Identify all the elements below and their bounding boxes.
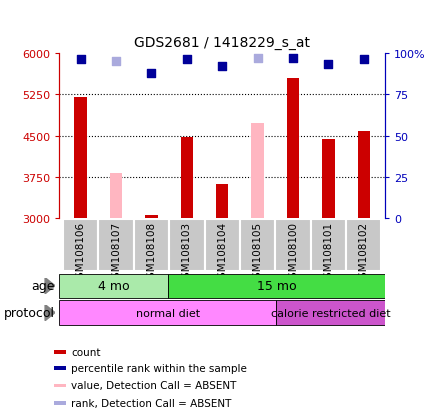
Point [183, 57, 191, 64]
Bar [110, 174, 122, 219]
FancyBboxPatch shape [346, 220, 381, 271]
Text: GSM108108: GSM108108 [147, 221, 156, 285]
Text: GSM108100: GSM108100 [288, 221, 298, 285]
Polygon shape [45, 305, 55, 321]
Text: calorie restricted diet: calorie restricted diet [271, 308, 391, 318]
Point [325, 62, 332, 69]
Point [113, 59, 120, 65]
Text: age: age [32, 280, 55, 292]
Text: GSM108107: GSM108107 [111, 221, 121, 285]
FancyBboxPatch shape [134, 220, 169, 271]
Bar [358, 132, 370, 219]
Title: GDS2681 / 1418229_s_at: GDS2681 / 1418229_s_at [134, 36, 310, 50]
Bar [54, 384, 66, 387]
Text: GSM108104: GSM108104 [217, 221, 227, 285]
Text: GSM108103: GSM108103 [182, 221, 192, 285]
Polygon shape [45, 278, 55, 294]
Text: GSM108101: GSM108101 [323, 221, 334, 285]
FancyBboxPatch shape [63, 220, 98, 271]
Bar [74, 98, 87, 219]
Text: 15 mo: 15 mo [257, 280, 296, 292]
Point [77, 57, 84, 64]
Text: 4 mo: 4 mo [98, 280, 129, 292]
Text: value, Detection Call = ABSENT: value, Detection Call = ABSENT [71, 380, 237, 390]
Text: protocol: protocol [4, 306, 55, 319]
FancyBboxPatch shape [169, 220, 205, 271]
Bar [251, 124, 264, 219]
FancyBboxPatch shape [98, 220, 134, 271]
Text: percentile rank within the sample: percentile rank within the sample [71, 363, 247, 373]
Bar [145, 216, 158, 219]
Text: rank, Detection Call = ABSENT: rank, Detection Call = ABSENT [71, 399, 231, 408]
FancyBboxPatch shape [240, 220, 275, 271]
Bar [54, 401, 66, 405]
Text: count: count [71, 347, 101, 357]
Bar [216, 185, 228, 219]
FancyBboxPatch shape [275, 220, 311, 271]
Bar [54, 350, 66, 354]
FancyBboxPatch shape [59, 301, 276, 325]
Point [148, 70, 155, 77]
Bar [54, 367, 66, 370]
Bar [180, 138, 193, 219]
Text: GSM108105: GSM108105 [253, 221, 263, 285]
Text: GSM108106: GSM108106 [76, 221, 86, 285]
FancyBboxPatch shape [205, 220, 240, 271]
Bar [322, 140, 334, 219]
Point [219, 64, 226, 70]
FancyBboxPatch shape [168, 274, 385, 298]
Point [254, 55, 261, 62]
Point [290, 55, 297, 62]
Point [360, 57, 367, 64]
FancyBboxPatch shape [59, 274, 168, 298]
Bar [287, 78, 299, 219]
FancyBboxPatch shape [311, 220, 346, 271]
FancyBboxPatch shape [276, 301, 385, 325]
Text: normal diet: normal diet [136, 308, 200, 318]
Text: GSM108102: GSM108102 [359, 221, 369, 285]
